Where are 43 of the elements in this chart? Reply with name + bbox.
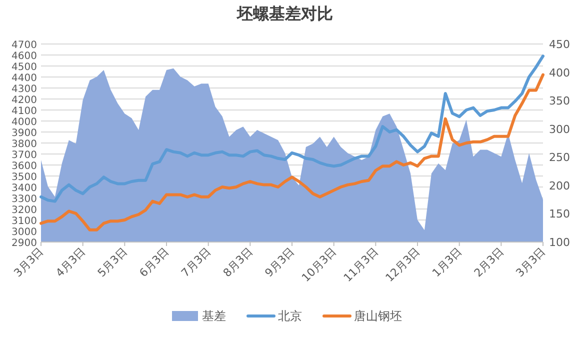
y-tick-label: 3500 (12, 172, 37, 183)
x-tick-label: 3月3日 (513, 244, 548, 280)
x-tick-label: 9月3日 (262, 244, 298, 280)
y-tick-label: 3200 (12, 205, 37, 216)
y-tick-label: 3600 (12, 161, 37, 172)
chart-title: 坯螺基差对比 (236, 4, 333, 23)
legend-label: 唐山钢坯 (354, 309, 402, 323)
x-tick-label: 11月3日 (341, 244, 381, 285)
x-tick-label: 1月3日 (430, 244, 464, 280)
y2-tick-label: 450 (549, 38, 570, 51)
y2-tick-label: 100 (549, 236, 570, 249)
y2-tick-label: 400 (549, 66, 570, 80)
y-tick-label: 3300 (12, 194, 37, 205)
y-tick-label: 3900 (12, 128, 37, 139)
y2-tick-label: 300 (549, 122, 570, 136)
x-tick-label: 7月3日 (178, 244, 214, 280)
line-series (40, 54, 544, 203)
y2-tick-label: 350 (549, 94, 570, 108)
x-tick-label: 6月3日 (136, 244, 172, 280)
y-tick-label: 4000 (12, 117, 37, 128)
y-tick-label: 4600 (12, 51, 37, 62)
y-tick-label: 3000 (12, 227, 37, 238)
y2-tick-label: 250 (549, 151, 570, 164)
x-tick-label: 8月3日 (220, 244, 256, 280)
legend-label: 基差 (202, 309, 226, 323)
x-tick-label: 5月3日 (95, 244, 130, 280)
x-tick-label: 12月3日 (383, 244, 423, 285)
y-tick-label: 4200 (12, 95, 37, 106)
y2-tick-label: 150 (549, 208, 570, 221)
y-tick-label: 4400 (12, 73, 37, 84)
y-tick-label: 4100 (12, 106, 37, 117)
x-tick-label: 4月3日 (53, 244, 88, 280)
x-tick-label: 10月3日 (299, 244, 339, 285)
y-tick-label: 4500 (12, 62, 37, 73)
x-tick-label: 2月3日 (472, 244, 506, 280)
y-tick-label: 3800 (12, 139, 37, 150)
y2-tick-label: 200 (549, 179, 570, 192)
y-tick-label: 4300 (12, 84, 37, 95)
y-tick-label: 4700 (12, 40, 37, 51)
y-tick-label: 3700 (12, 150, 37, 161)
y-tick-label: 3100 (12, 216, 37, 227)
y-tick-label: 3400 (12, 183, 37, 194)
legend-label: 北京 (278, 309, 302, 323)
